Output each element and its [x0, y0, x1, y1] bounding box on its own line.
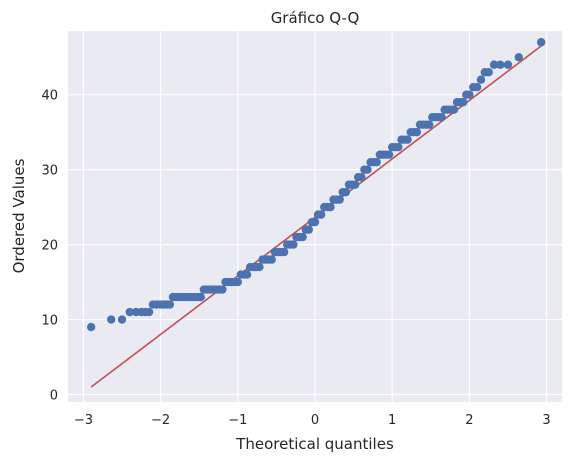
- data-point: [341, 187, 351, 197]
- data-point: [242, 270, 252, 279]
- data-point: [465, 90, 474, 99]
- data-point: [484, 68, 493, 77]
- y-tick-label: 20: [41, 239, 58, 254]
- data-point: [165, 300, 175, 309]
- data-point: [144, 307, 154, 317]
- grid-lines: [68, 31, 562, 402]
- data-point: [310, 217, 320, 227]
- x-tick-labels: −3 −2 −1 0 1 2 3: [74, 413, 551, 428]
- data-point: [196, 292, 205, 302]
- data-point: [298, 232, 307, 242]
- x-axis-title: Theoretical quantiles: [235, 435, 394, 453]
- data-point: [425, 120, 434, 129]
- data-point: [459, 98, 468, 107]
- data-point: [335, 195, 344, 204]
- x-tick-label: 1: [388, 413, 396, 428]
- data-point: [117, 315, 127, 324]
- data-point: [536, 38, 546, 47]
- data-point: [218, 285, 227, 294]
- y-axis-title: Ordered Values: [10, 158, 28, 273]
- data-point: [449, 105, 459, 114]
- y-tick-label: 10: [41, 314, 58, 329]
- x-tick-label: −2: [151, 413, 170, 428]
- x-tick-label: 2: [465, 413, 473, 428]
- x-tick-label: −1: [228, 413, 247, 428]
- data-point: [496, 60, 505, 69]
- chart-title: Gráfico Q-Q: [271, 9, 360, 27]
- x-tick-label: 0: [311, 413, 319, 428]
- data-point: [403, 135, 412, 144]
- y-tick-label: 40: [41, 89, 58, 104]
- data-point: [350, 180, 360, 189]
- data-point: [326, 202, 335, 212]
- data-point: [267, 255, 276, 264]
- data-point: [86, 322, 96, 332]
- data-point: [437, 112, 446, 122]
- data-point: [372, 157, 381, 167]
- data-point: [357, 172, 366, 182]
- data-point: [255, 262, 264, 272]
- data-point: [514, 53, 523, 62]
- data-point: [363, 165, 372, 174]
- data-point: [304, 225, 314, 234]
- data-point: [489, 60, 499, 69]
- data-point: [107, 315, 116, 324]
- data-point: [233, 277, 243, 287]
- x-tick-label: −3: [74, 413, 93, 428]
- data-point: [384, 150, 394, 159]
- data-point: [472, 83, 482, 92]
- data-point: [394, 142, 403, 152]
- data-point: [316, 210, 326, 219]
- data-point: [279, 247, 289, 257]
- data-point: [503, 60, 513, 69]
- data-point: [125, 307, 134, 317]
- y-tick-label: 30: [41, 164, 58, 179]
- x-tick-label: 3: [542, 413, 550, 428]
- data-point: [289, 240, 298, 249]
- data-points: [86, 38, 546, 332]
- data-point: [412, 127, 422, 137]
- y-tick-label: 0: [50, 389, 58, 404]
- y-tick-labels: 0 10 20 30 40: [41, 89, 58, 404]
- data-point: [476, 75, 486, 84]
